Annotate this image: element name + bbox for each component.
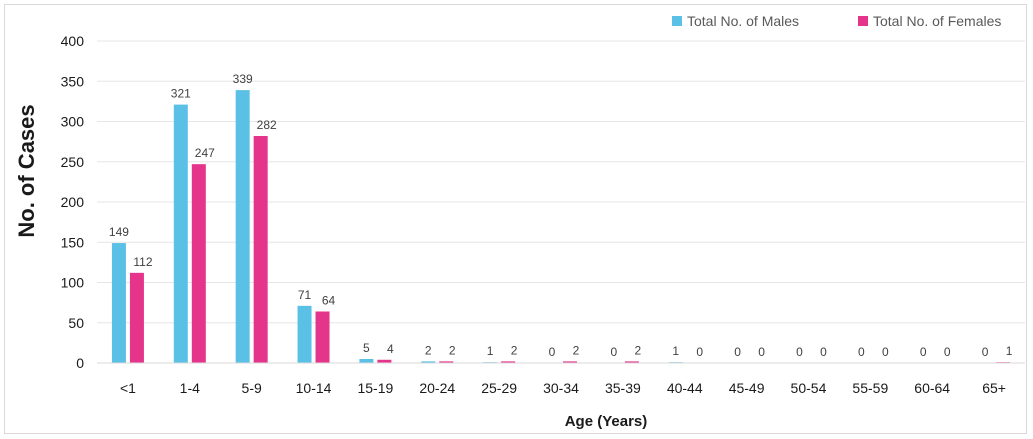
data-label: 0 [858, 345, 865, 359]
data-label: 2 [511, 343, 518, 357]
x-tick-label: 55-59 [852, 380, 888, 396]
legend: Total No. of Males Total No. of Females [672, 13, 1001, 29]
data-label: 0 [920, 345, 927, 359]
bar-females [624, 361, 639, 363]
data-label: 282 [257, 118, 277, 132]
x-tick-label: <1 [120, 380, 136, 396]
data-label: 321 [171, 87, 191, 101]
y-tick-label: 250 [61, 154, 85, 170]
data-label: 0 [611, 345, 618, 359]
legend-swatch-males [672, 16, 682, 26]
data-label: 0 [696, 345, 703, 359]
x-tick-label: 65+ [982, 380, 1006, 396]
data-label: 0 [549, 345, 556, 359]
bar-males [359, 358, 374, 363]
data-label: 149 [109, 225, 129, 239]
bar-females [253, 135, 268, 363]
x-tick-label: 60-64 [914, 380, 950, 396]
data-label: 0 [944, 345, 951, 359]
x-tick-label: 25-29 [481, 380, 517, 396]
data-label: 112 [133, 255, 152, 269]
x-tick-label: 45-49 [729, 380, 765, 396]
data-label: 2 [635, 343, 642, 357]
data-label: 4 [387, 342, 394, 356]
bar-females [377, 359, 392, 363]
data-label: 2 [425, 343, 432, 357]
x-tick-label: 1-4 [180, 380, 200, 396]
bar-males [297, 305, 312, 363]
data-label: 1 [672, 344, 679, 358]
bar-males [111, 243, 126, 363]
data-label: 2 [573, 343, 580, 357]
bar-females [315, 311, 330, 363]
x-tick-label: 50-54 [791, 380, 827, 396]
legend-label-males: Total No. of Males [687, 13, 799, 29]
data-label: 339 [233, 72, 253, 86]
bar-females [129, 272, 144, 363]
bars [111, 90, 1011, 363]
data-label: 0 [820, 345, 827, 359]
x-tick-label: 15-19 [357, 380, 393, 396]
y-tick-label: 300 [61, 114, 85, 130]
data-label: 0 [982, 345, 989, 359]
data-label: 64 [322, 293, 336, 307]
x-tick-label: 40-44 [667, 380, 703, 396]
data-label: 247 [195, 146, 215, 160]
y-tick-label: 150 [61, 234, 85, 250]
x-tick-label: 5-9 [242, 380, 262, 396]
data-label: 0 [734, 345, 741, 359]
x-tick-label: 30-34 [543, 380, 579, 396]
bar-males [173, 104, 188, 363]
y-tick-label: 50 [68, 315, 84, 331]
y-tick-label: 400 [61, 33, 85, 49]
y-axis-title: No. of Cases [14, 104, 39, 237]
data-label: 1 [487, 344, 494, 358]
bar-males [235, 90, 250, 363]
x-axis-title: Age (Years) [565, 413, 648, 430]
data-label: 0 [758, 345, 765, 359]
bar-females [439, 361, 454, 363]
data-label: 0 [882, 345, 889, 359]
bar-females [563, 361, 577, 363]
bar-males [421, 361, 436, 363]
data-label: 2 [449, 343, 456, 357]
x-tick-label: 35-39 [605, 380, 641, 396]
gridlines [97, 40, 1025, 324]
legend-swatch-females [858, 16, 868, 26]
legend-label-females: Total No. of Females [873, 13, 1001, 29]
y-tick-label: 100 [61, 275, 85, 291]
data-label: 0 [796, 345, 803, 359]
y-tick-label: 0 [76, 355, 84, 371]
data-labels: 149 112 321 247 339 282 71 64 5 4 2 2 1 2 0 2 0 2 1 0 0 0 0 0 0 0… [109, 72, 1013, 359]
y-tick-label: 350 [61, 73, 85, 89]
x-tick-label: 10-14 [296, 380, 332, 396]
bar-females [191, 164, 206, 363]
data-label: 5 [363, 341, 370, 355]
x-tick-label: 20-24 [419, 380, 455, 396]
data-label: 71 [298, 288, 312, 302]
data-label: 1 [1006, 344, 1013, 358]
y-tick-label: 200 [61, 194, 85, 210]
x-axis-ticks: <1 1-4 5-9 10-14 15-19 20-24 25-29 30-34 35-39 40… [120, 380, 1006, 396]
y-axis-ticks: 0 50 100 150 200 250 300 350 400 [61, 33, 85, 371]
bar-females [501, 361, 516, 363]
